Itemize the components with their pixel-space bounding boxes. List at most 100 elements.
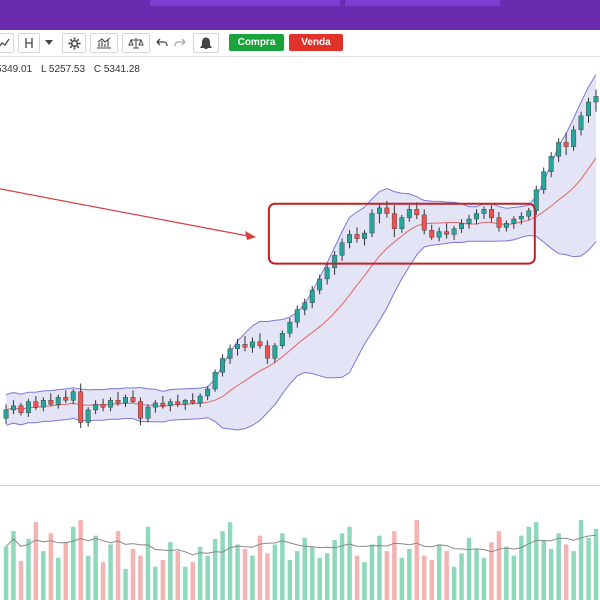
top-tab-left[interactable] [150, 0, 340, 6]
volume-bar [242, 548, 248, 600]
candle-body [369, 213, 375, 234]
candle-body [578, 115, 584, 131]
candle-body [399, 217, 405, 229]
candle-body [227, 348, 233, 359]
candle-body [265, 345, 270, 359]
candle-body [593, 96, 599, 103]
volume-bar [287, 560, 293, 600]
candle-body [347, 234, 352, 243]
volume-bar [496, 531, 502, 600]
volume-bar [504, 546, 509, 600]
sell-button[interactable]: Venda [289, 34, 343, 51]
dropdown-caret-icon[interactable] [42, 33, 56, 53]
candle-body [563, 142, 569, 147]
volume-bar [399, 557, 405, 600]
candle-body [130, 397, 136, 402]
volume-bar [384, 551, 390, 600]
volume-bar [220, 531, 225, 600]
candle-body [548, 156, 554, 172]
volume-bar [41, 551, 46, 600]
volume-bar [123, 568, 128, 600]
candle-body [391, 213, 397, 230]
candle-body [40, 400, 46, 408]
volume-bar [108, 544, 113, 600]
volume-bar [317, 557, 322, 600]
candle-body [85, 409, 91, 423]
undo-icon[interactable] [153, 33, 171, 53]
volume-bar [548, 548, 554, 600]
candle-body [302, 302, 308, 310]
compare-icon[interactable] [122, 33, 150, 53]
candle-body [63, 397, 69, 401]
candle-body [123, 397, 129, 404]
candle-body [249, 341, 255, 348]
ohlc-high: 5349.01 [0, 64, 33, 75]
studies-icon[interactable] [90, 33, 118, 53]
volume-bar [586, 537, 591, 600]
bollinger-band-fill [6, 74, 596, 430]
volume-bar [466, 537, 472, 600]
candle-body [197, 395, 203, 404]
ohlc-readout: 5349.01 L 5257.53 C 5341.28 [0, 64, 146, 75]
volume-bar [71, 526, 76, 600]
annotation-arrow-head [245, 231, 256, 240]
price-chart[interactable] [0, 56, 600, 600]
candle-body [78, 391, 84, 423]
candle-body [190, 400, 196, 404]
candle-body [421, 214, 427, 231]
chart-type-icon[interactable] [0, 33, 14, 53]
volume-bar [33, 522, 39, 600]
candle-body [511, 218, 517, 224]
volume-bar [339, 533, 345, 600]
volume-bar [197, 546, 203, 600]
volume-bar [459, 553, 464, 600]
candle-body [167, 401, 173, 407]
bollinger-upper-line [5, 74, 597, 396]
volume-bar [26, 538, 31, 600]
volume-bar [369, 544, 375, 600]
pane-divider[interactable] [0, 485, 600, 486]
volume-bar [175, 551, 180, 600]
candle-body [571, 129, 577, 147]
volume-bar [362, 562, 367, 600]
candle-body [100, 404, 106, 408]
volume-bar [78, 520, 83, 600]
candle-body [444, 231, 450, 235]
volume-bar [100, 562, 106, 600]
indicator-fork-icon[interactable] [18, 33, 40, 53]
volume-bar [407, 548, 412, 600]
candle-body [182, 400, 188, 405]
candle-body [294, 309, 300, 323]
alert-bell-icon[interactable] [193, 33, 219, 53]
candle-body [526, 210, 532, 217]
volume-bar [190, 562, 195, 600]
candle-body [332, 255, 338, 269]
volume-bar [3, 546, 9, 600]
candle-body [496, 217, 502, 228]
settings-gear-icon[interactable] [62, 33, 86, 53]
redo-icon[interactable] [171, 33, 189, 53]
volume-bar [422, 555, 427, 600]
candle-body [339, 242, 345, 256]
volume-bar [578, 520, 584, 600]
candle-body [212, 372, 218, 390]
candle-body [436, 231, 442, 238]
highlight-rectangle [267, 202, 536, 265]
volume-bar [227, 522, 233, 600]
volume-bar [160, 560, 166, 600]
top-tab-right[interactable] [345, 0, 500, 6]
volume-bar [257, 535, 263, 600]
candle-body [257, 341, 263, 347]
volume-bar [11, 531, 16, 600]
volume-bar [212, 538, 218, 600]
candle-body [93, 404, 99, 411]
volume-bar [295, 551, 300, 600]
volume-bar [519, 535, 524, 600]
candle-body [145, 406, 151, 419]
volume-bar [593, 528, 599, 600]
volume-bar [302, 537, 307, 600]
volume-bar [56, 557, 61, 600]
volume-bar [429, 560, 434, 600]
candle-body [152, 402, 158, 408]
buy-button[interactable]: Compra [229, 34, 284, 51]
